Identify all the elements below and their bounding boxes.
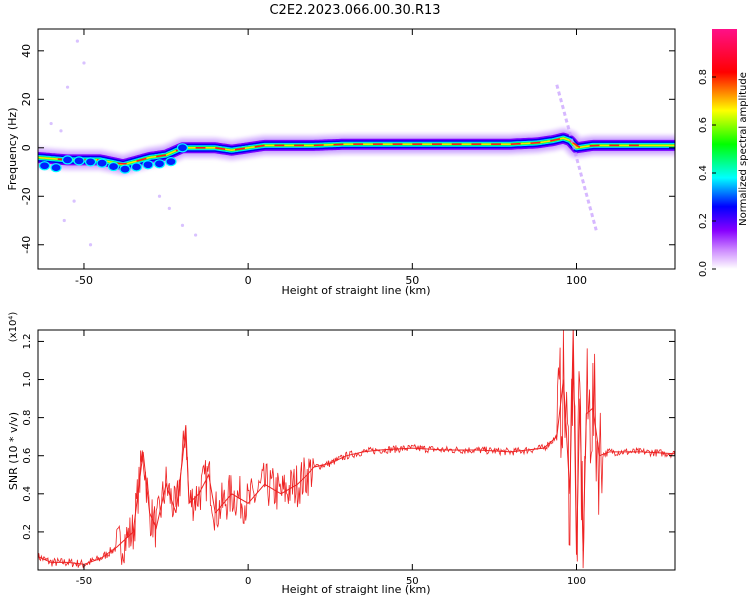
spectrogram-speckle xyxy=(59,129,63,133)
snr-y-tick-label: 0.2 xyxy=(22,524,33,540)
spectrogram-blob xyxy=(119,164,131,174)
snr-x-tick-label: 0 xyxy=(245,576,251,587)
snr-noise-trace xyxy=(38,330,675,569)
spectrogram-peak xyxy=(136,157,147,162)
colorbar-ticks: 0.0 0.2 0.4 0.6 0.8 xyxy=(698,69,716,277)
spectrogram-speckle xyxy=(194,233,198,237)
spectrogram-panel: -50 0 50 100 40 20 0 -20 -40 Height of straight … xyxy=(6,28,676,297)
spectrogram-y-tick-label: 40 xyxy=(20,44,33,58)
snr-x-tick-label: 50 xyxy=(406,576,419,587)
spectrogram-speckle xyxy=(82,61,86,65)
spectrogram-peak xyxy=(254,144,265,148)
spectrogram-peak xyxy=(550,138,561,142)
spectrogram-blob xyxy=(73,156,85,166)
spectrogram-blob xyxy=(142,160,154,170)
spectrogram-peak xyxy=(530,141,541,145)
snr-x-tick-label: -50 xyxy=(76,576,92,587)
spectrogram-blob xyxy=(50,163,62,173)
spectrogram-image xyxy=(38,39,675,247)
snr-y-tick-label: 1.2 xyxy=(22,333,33,349)
spectrogram-blob xyxy=(96,158,108,168)
spectrogram-speckle xyxy=(167,206,171,210)
spectrogram-blob xyxy=(153,159,166,169)
snr-y-tick-label: 0.8 xyxy=(22,410,33,426)
spectrogram-speckle xyxy=(75,39,80,43)
spectrogram-speckle xyxy=(62,218,66,223)
spectrogram-y-tick-label: 0 xyxy=(20,144,33,151)
figure-title: C2E2.2023.066.00.30.R13 xyxy=(269,3,440,18)
spectrogram-y-axis-label: Frequency (Hz) xyxy=(6,108,19,191)
snr-x-axis-label: Height of straight line (km) xyxy=(281,583,430,596)
snr-ticks: -50 0 50 100 1.2 1.0 0.8 0.6 0.4 0.2 xyxy=(22,330,675,587)
snr-y-tick-label: 1.0 xyxy=(22,372,33,388)
snr-y-tick-label: 0.4 xyxy=(22,486,33,502)
colorbar-tick-label: 0.0 xyxy=(698,261,709,277)
snr-scale-label: (x10⁴) xyxy=(8,312,19,343)
spectrogram-peak xyxy=(215,146,226,151)
colorbar: 0.0 0.2 0.4 0.6 0.8 Normalized spectral ampl… xyxy=(698,29,749,277)
spectrogram-blob xyxy=(107,161,120,172)
spectrogram-y-tick-label: -20 xyxy=(20,187,33,205)
colorbar-tick-label: 0.8 xyxy=(698,69,709,85)
spectrogram-blob xyxy=(176,143,189,153)
spectrogram-x-axis-label: Height of straight line (km) xyxy=(281,284,430,297)
snr-frame xyxy=(37,329,676,571)
spectrogram-y-tick-label: -40 xyxy=(20,236,33,254)
spectrogram-x-tick-label: 0 xyxy=(245,274,252,287)
colorbar-gradient xyxy=(712,29,737,269)
spectrogram-speckle xyxy=(49,121,53,126)
spectrogram-blob xyxy=(130,162,143,172)
snr-panel: -50 0 50 100 1.2 1.0 0.8 0.6 0.4 0.2 Height of st… xyxy=(7,312,676,596)
colorbar-tick-label: 0.2 xyxy=(698,213,709,229)
spectrogram-x-tick-label: 100 xyxy=(566,274,587,287)
snr-y-tick-label: 0.6 xyxy=(22,448,33,464)
spectrogram-peak xyxy=(156,154,167,158)
spectrogram-x-tick-label: -50 xyxy=(75,274,93,287)
colorbar-tick-label: 0.4 xyxy=(698,165,709,181)
spectrogram-blob xyxy=(165,157,177,167)
spectrogram-speckle xyxy=(180,223,185,227)
colorbar-tick-label: 0.6 xyxy=(698,117,709,133)
spectrogram-ticks: -50 0 50 100 40 20 0 -20 -40 xyxy=(20,29,675,287)
spectrogram-blob xyxy=(61,155,74,165)
spectrogram-speckle xyxy=(88,243,93,247)
spectrogram-peak xyxy=(234,147,245,151)
spectrogram-speckle xyxy=(72,199,76,203)
snr-series xyxy=(38,330,675,569)
spectrogram-x-tick-label: 50 xyxy=(405,274,419,287)
snr-x-tick-label: 100 xyxy=(567,576,586,587)
spectrogram-blob xyxy=(84,157,97,167)
snr-y-axis-label: SNR (10 * v/v) xyxy=(7,412,20,490)
snr-line xyxy=(38,330,675,565)
spectrogram-y-tick-label: 20 xyxy=(20,92,33,106)
spectrogram-frame xyxy=(37,28,676,270)
spectrogram-speckle xyxy=(157,194,162,198)
colorbar-label: Normalized spectral amplitude xyxy=(738,72,749,226)
spectrogram-speckle xyxy=(65,85,70,89)
spectrogram-blob xyxy=(38,161,51,171)
